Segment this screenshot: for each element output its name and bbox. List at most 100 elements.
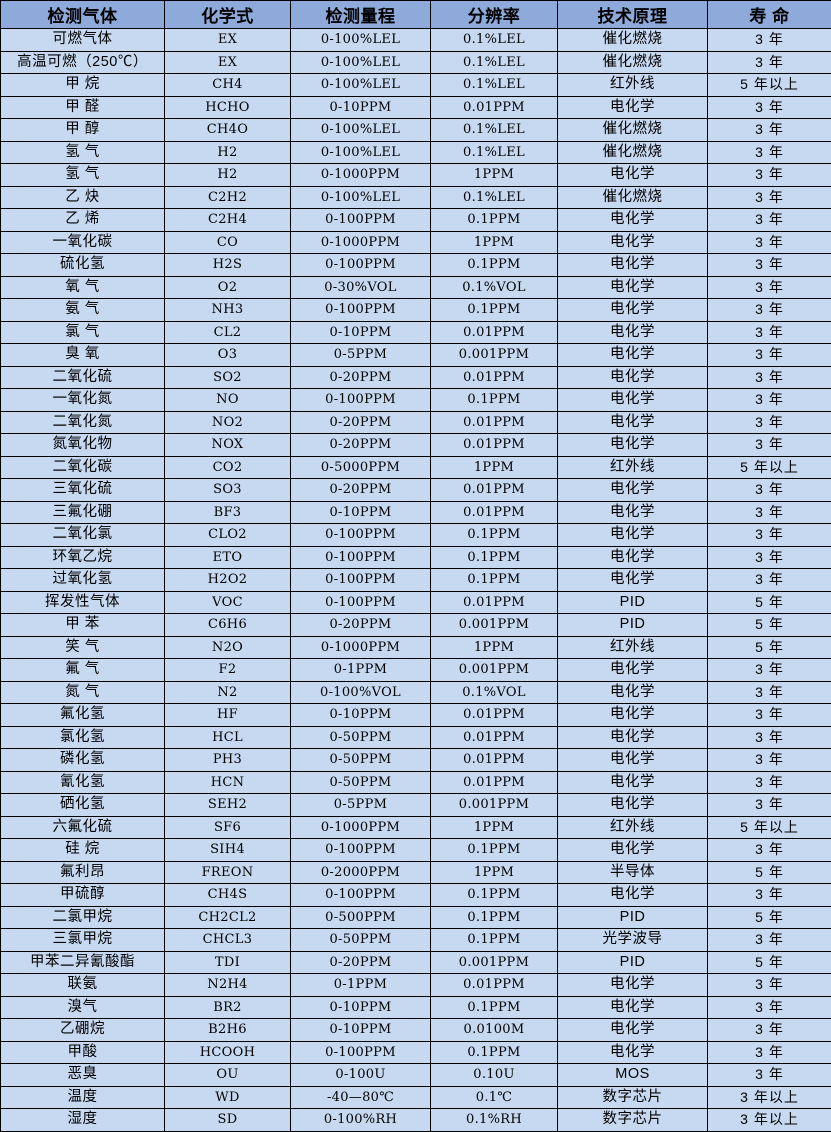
cell-formula: BF3 [165, 501, 291, 524]
cell-gas: 一氧化氮 [1, 389, 165, 412]
cell-gas: 笑 气 [1, 636, 165, 659]
cell-formula: HCHO [165, 96, 291, 119]
cell-resolution: 0.1PPM [431, 569, 558, 592]
cell-lifespan: 3 年 [708, 389, 831, 412]
cell-range: 0-1000PPM [291, 164, 431, 187]
cell-gas: 氟化氢 [1, 704, 165, 727]
cell-formula: BR2 [165, 996, 291, 1019]
cell-range: 0-500PPM [291, 906, 431, 929]
cell-formula: VOC [165, 591, 291, 614]
cell-resolution: 0.1PPM [431, 906, 558, 929]
cell-gas: 磷化氢 [1, 749, 165, 772]
cell-resolution: 0.1%RH [431, 1109, 558, 1132]
cell-lifespan: 3 年 [708, 546, 831, 569]
cell-range: 0-10PPM [291, 1019, 431, 1042]
cell-resolution: 0.01PPM [431, 726, 558, 749]
cell-range: 0-2000PPM [291, 861, 431, 884]
cell-resolution: 0.1%VOL [431, 681, 558, 704]
cell-formula: C6H6 [165, 614, 291, 637]
cell-range: 0-10PPM [291, 501, 431, 524]
cell-formula: SF6 [165, 816, 291, 839]
cell-resolution: 0.01PPM [431, 771, 558, 794]
cell-resolution: 0.1PPM [431, 524, 558, 547]
table-header: 检测气体 化学式 检测量程 分辨率 技术原理 寿 命 [1, 1, 831, 29]
cell-technology: 电化学 [558, 254, 708, 277]
cell-resolution: 0.1PPM [431, 299, 558, 322]
cell-technology: 电化学 [558, 681, 708, 704]
cell-resolution: 1PPM [431, 861, 558, 884]
cell-formula: CL2 [165, 321, 291, 344]
cell-gas: 二氧化氯 [1, 524, 165, 547]
cell-resolution: 0.1PPM [431, 546, 558, 569]
column-header-technology: 技术原理 [558, 1, 708, 29]
cell-gas: 二氧化硫 [1, 366, 165, 389]
cell-formula: NOX [165, 434, 291, 457]
cell-gas: 氟 气 [1, 659, 165, 682]
cell-lifespan: 3 年 [708, 479, 831, 502]
cell-technology: PID [558, 614, 708, 637]
cell-resolution: 0.1PPM [431, 389, 558, 412]
cell-resolution: 0.01PPM [431, 591, 558, 614]
cell-technology: 催化燃烧 [558, 119, 708, 142]
cell-gas: 三氯甲烷 [1, 929, 165, 952]
cell-resolution: 0.1℃ [431, 1086, 558, 1109]
cell-range: 0-5000PPM [291, 456, 431, 479]
cell-technology: 电化学 [558, 276, 708, 299]
cell-formula: SO2 [165, 366, 291, 389]
cell-lifespan: 3 年 [708, 29, 831, 52]
cell-technology: 电化学 [558, 704, 708, 727]
cell-gas: 过氧化氢 [1, 569, 165, 592]
cell-gas: 三氧化硫 [1, 479, 165, 502]
cell-formula: H2O2 [165, 569, 291, 592]
cell-range: 0-20PPM [291, 479, 431, 502]
cell-lifespan: 3 年 [708, 569, 831, 592]
cell-range: 0-10PPM [291, 996, 431, 1019]
cell-formula: HF [165, 704, 291, 727]
cell-resolution: 0.01PPM [431, 96, 558, 119]
cell-gas: 氮氧化物 [1, 434, 165, 457]
cell-formula: SO3 [165, 479, 291, 502]
cell-range: 0-50PPM [291, 929, 431, 952]
cell-gas: 氢 气 [1, 141, 165, 164]
cell-technology: 催化燃烧 [558, 186, 708, 209]
cell-technology: 电化学 [558, 411, 708, 434]
cell-range: 0-5PPM [291, 794, 431, 817]
cell-resolution: 0.01PPM [431, 749, 558, 772]
cell-gas: 高温可燃（250℃） [1, 51, 165, 74]
cell-gas: 甲酸 [1, 1041, 165, 1064]
cell-resolution: 0.1PPM [431, 929, 558, 952]
cell-lifespan: 3 年 [708, 771, 831, 794]
cell-gas: 六氟化硫 [1, 816, 165, 839]
cell-formula: CH2CL2 [165, 906, 291, 929]
cell-lifespan: 3 年 [708, 186, 831, 209]
cell-technology: 数字芯片 [558, 1109, 708, 1132]
cell-formula: SD [165, 1109, 291, 1132]
cell-technology: 电化学 [558, 321, 708, 344]
cell-formula: EX [165, 51, 291, 74]
cell-lifespan: 3 年 [708, 974, 831, 997]
cell-lifespan: 5 年 [708, 636, 831, 659]
cell-resolution: 0.001PPM [431, 344, 558, 367]
cell-range: 0-100%LEL [291, 51, 431, 74]
cell-formula: F2 [165, 659, 291, 682]
cell-formula: CH4 [165, 74, 291, 97]
cell-technology: 电化学 [558, 996, 708, 1019]
cell-formula: TDI [165, 951, 291, 974]
cell-gas: 甲硫醇 [1, 884, 165, 907]
cell-resolution: 0.001PPM [431, 794, 558, 817]
